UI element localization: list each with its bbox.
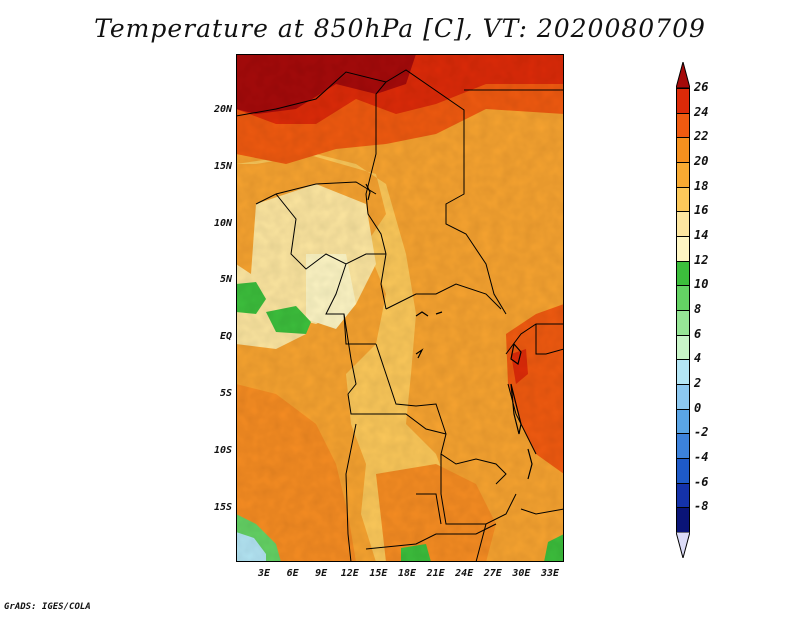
colorbar-cell	[676, 482, 690, 509]
colorbar-label: 24	[694, 104, 709, 119]
colorbar	[676, 62, 690, 558]
lon-label: 24E	[455, 568, 474, 579]
lon-label: 18E	[397, 568, 417, 579]
colorbar-label: 12	[694, 252, 709, 267]
colorbar-cell	[676, 285, 690, 311]
lakes-and-coasts	[365, 183, 533, 480]
lat-label: 5N	[219, 274, 232, 286]
colorbar-cell	[676, 236, 690, 262]
colorbar-label: 4	[694, 351, 702, 366]
colorbar-label: 10	[694, 277, 709, 292]
lon-label: 27E	[483, 568, 502, 579]
colorbar-cell	[676, 260, 690, 287]
lat-label: 10S	[213, 444, 232, 456]
colorbar-label: 16	[694, 203, 709, 218]
colorbar-label: 8	[694, 302, 702, 316]
colorbar-cell	[676, 359, 690, 385]
lon-label: 15E	[369, 568, 388, 579]
lat-label: 15S	[213, 501, 232, 513]
lon-label: 33E	[540, 568, 560, 579]
lon-label: 6E	[286, 568, 299, 579]
lat-label: 10N	[213, 217, 232, 229]
lon-label: 21E	[426, 568, 445, 579]
colorbar-label: 26	[694, 80, 709, 94]
grads-credit: GrADS: IGES/COLA	[4, 602, 91, 612]
lat-label: EQ	[219, 331, 232, 343]
lon-label: 3E	[257, 568, 271, 579]
country-borders	[236, 69, 564, 562]
colorbar-label: -8	[694, 499, 709, 514]
temperature-field-texture	[236, 54, 564, 562]
lat-label: 5S	[219, 388, 232, 399]
colorbar-label: 14	[694, 228, 709, 242]
colorbar-cell	[676, 433, 690, 459]
colorbar-cell	[676, 507, 690, 533]
lat-label: 15N	[213, 160, 232, 172]
colorbar-label: 0	[694, 400, 702, 415]
colorbar-bottom-arrow	[676, 532, 690, 558]
colorbar-cell	[676, 186, 690, 213]
colorbar-label: 6	[694, 326, 702, 341]
colorbar-cell	[676, 408, 690, 435]
lon-label: 30E	[512, 568, 531, 579]
chart-title: Temperature at 850hPa [C], VT: 202008070…	[94, 14, 706, 43]
colorbar-cell	[676, 162, 690, 188]
colorbar-label: -2	[694, 425, 709, 440]
map-canvas	[236, 54, 564, 562]
lon-label: 12E	[340, 568, 359, 579]
colorbar-label: -4	[694, 450, 709, 464]
colorbar-label: 20	[694, 154, 709, 168]
colorbar-cell	[676, 112, 690, 139]
colorbar-top-arrow	[676, 62, 690, 88]
colorbar-label: -6	[694, 474, 709, 489]
colorbar-label: 18	[694, 178, 709, 193]
colorbar-cell	[676, 137, 690, 163]
lat-label: 20N	[213, 104, 232, 115]
colorbar-cell	[676, 310, 690, 336]
lon-label: 9E	[315, 568, 328, 579]
colorbar-label: 2	[694, 376, 702, 390]
colorbar-cell	[676, 334, 690, 361]
colorbar-cell	[676, 88, 690, 114]
temperature-map	[236, 54, 564, 562]
colorbar-cell	[676, 384, 690, 410]
colorbar-cell	[676, 211, 690, 237]
colorbar-label: 22	[694, 129, 709, 144]
colorbar-cell	[676, 458, 690, 484]
